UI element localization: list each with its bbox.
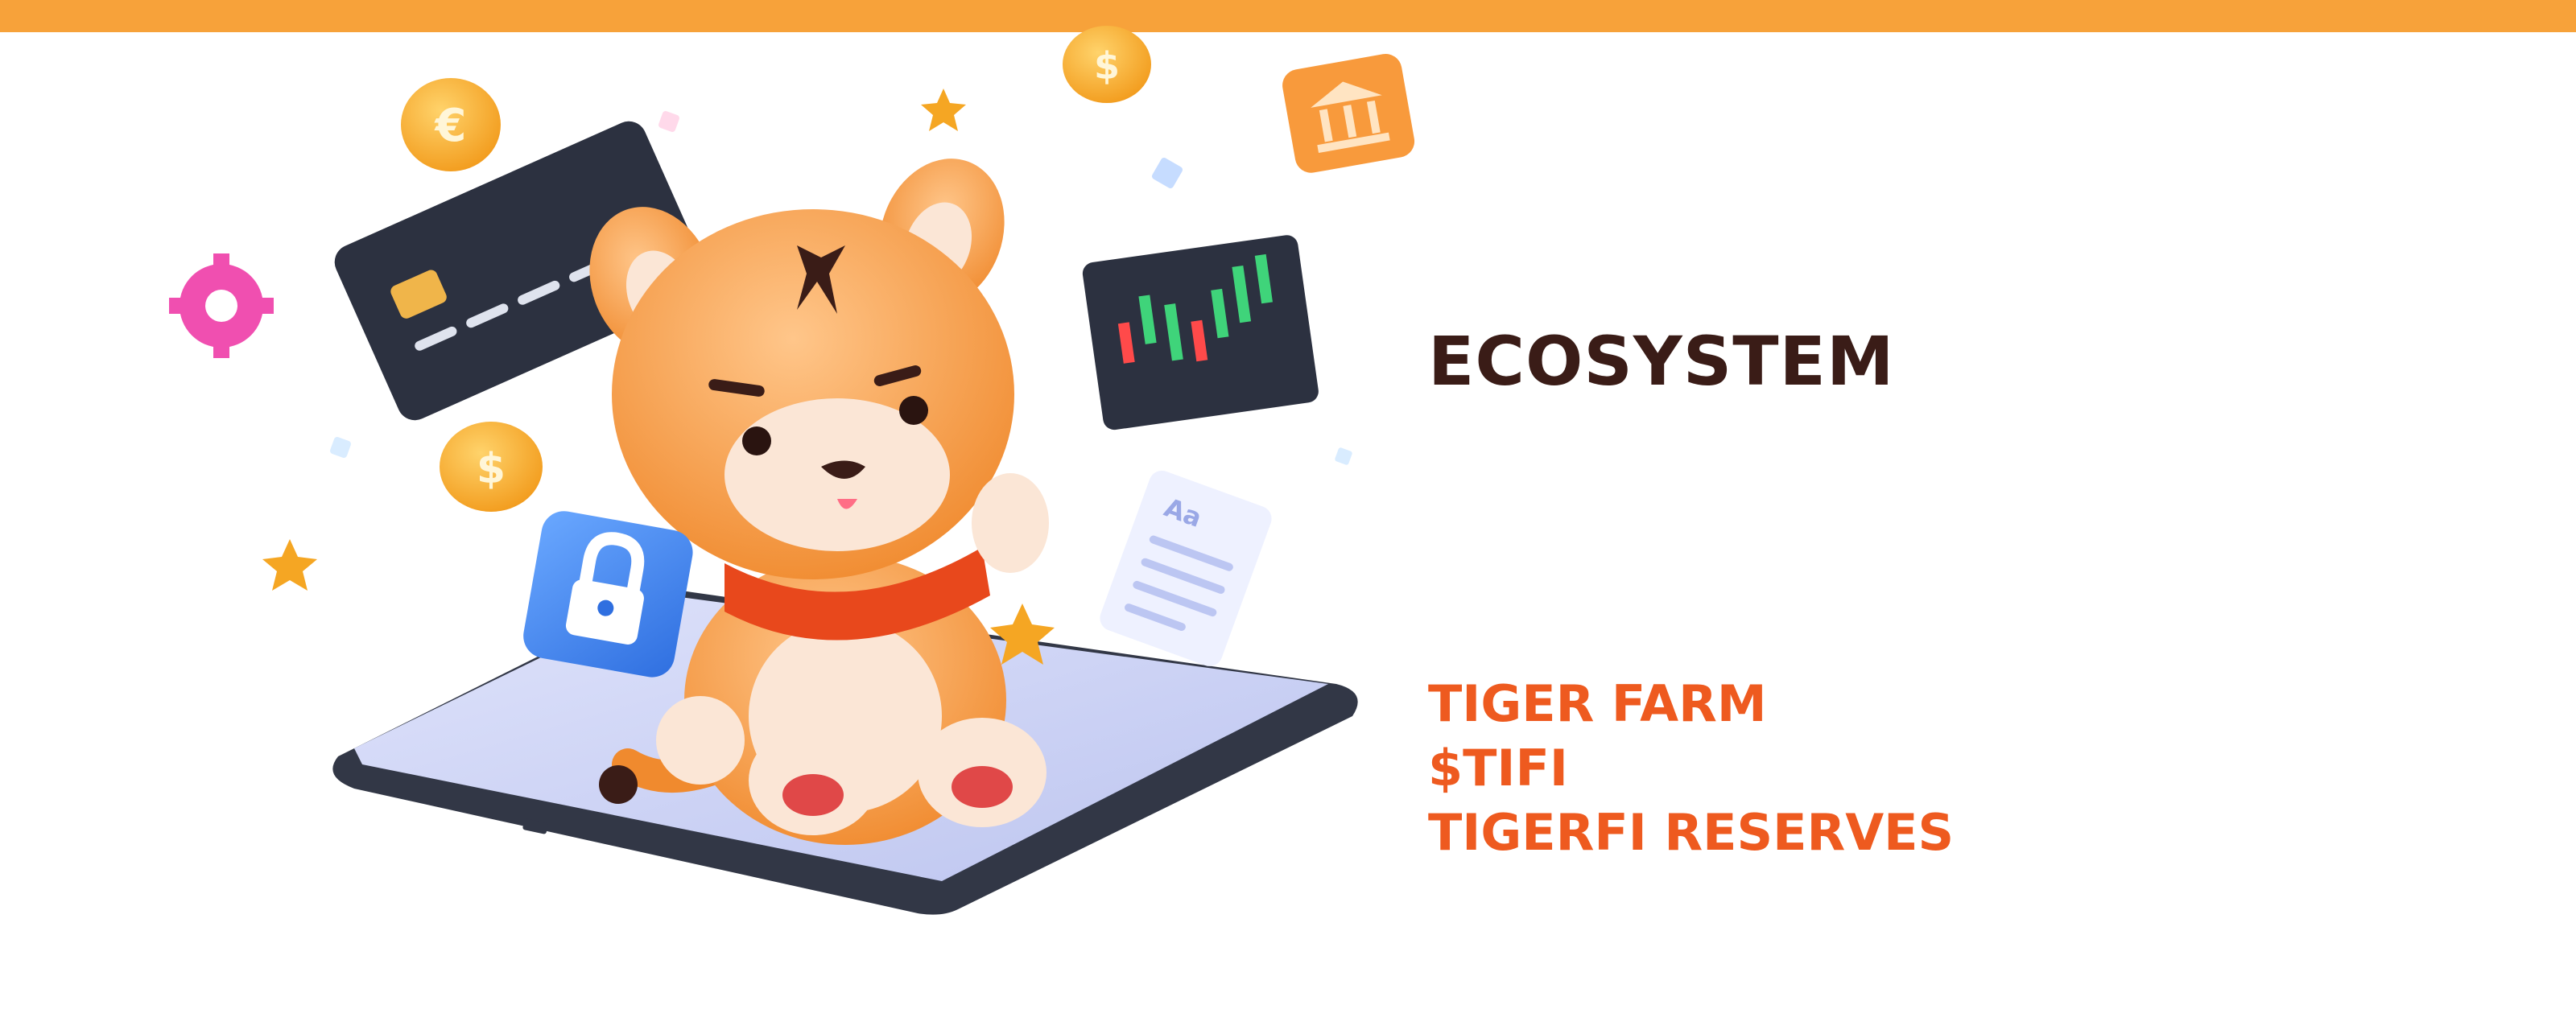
- svg-text:€: €: [434, 100, 467, 152]
- tiger-mascot: [589, 159, 1049, 845]
- list-item: $TIFI: [1428, 739, 1954, 798]
- coin-icon: $: [440, 422, 543, 512]
- bank-icon: [1282, 54, 1415, 173]
- padlock-icon: [523, 511, 693, 678]
- gear-icon: [169, 253, 274, 358]
- coin-icon: €: [401, 78, 501, 171]
- tifi-link[interactable]: $TIFI: [1428, 739, 1568, 797]
- tigerfi-reserves-link[interactable]: TIGERFI RESERVES: [1428, 803, 1955, 862]
- candlestick-chart-icon: [1082, 235, 1319, 430]
- star-icon: [990, 604, 1055, 665]
- star-icon: [262, 539, 317, 591]
- coin-icon: $: [1063, 26, 1151, 103]
- list-item: TIGERFI RESERVES: [1428, 803, 1954, 863]
- section-title: ECOSYSTEM: [1428, 322, 1895, 401]
- list-item: TIGER FARM: [1428, 674, 1954, 734]
- ecosystem-illustration: € $ € $ Aa: [169, 26, 1415, 915]
- svg-text:$: $: [1094, 44, 1120, 88]
- svg-text:$: $: [477, 445, 506, 493]
- ecosystem-links: TIGER FARM $TIFI TIGERFI RESERVES: [1428, 674, 1954, 867]
- document-icon: Aa: [1100, 470, 1272, 666]
- top-accent-bar: [0, 0, 2576, 32]
- star-icon: [921, 89, 966, 131]
- tiger-farm-link[interactable]: TIGER FARM: [1428, 674, 1767, 733]
